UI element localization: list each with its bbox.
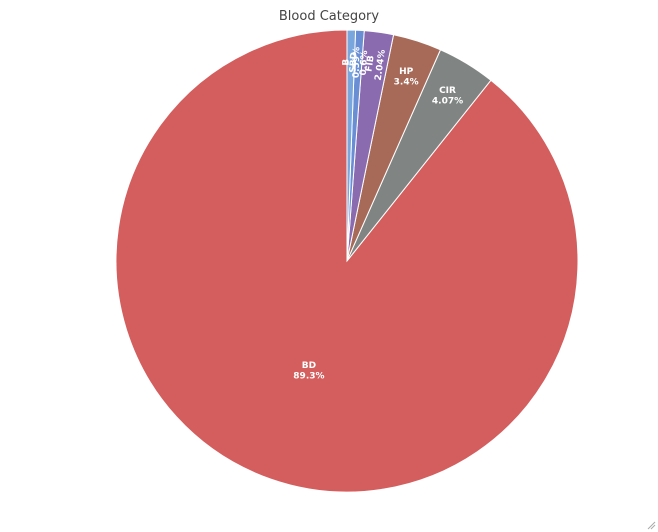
pie-slices xyxy=(115,29,579,493)
pie-label-b: B0.59% xyxy=(341,47,362,79)
pie-label-cir: CIR 4.07% xyxy=(432,86,463,106)
resize-handle-icon[interactable] xyxy=(646,520,656,530)
pie-label-hp: HP 3.4% xyxy=(394,67,419,87)
chart-title: Blood Category xyxy=(279,9,380,24)
pie-slice-b[interactable] xyxy=(346,29,357,262)
pie-label-fib: FIB2.04% xyxy=(363,48,387,82)
pie-label-sbd: SBD0.6% xyxy=(348,50,370,76)
pie-label-bd: BD 89.3% xyxy=(293,361,324,381)
pie-slice-labels: BD 89.3% CIR 4.07% HP 3.4% FIB2.04%SBD0.6%B0.5… xyxy=(293,47,463,382)
